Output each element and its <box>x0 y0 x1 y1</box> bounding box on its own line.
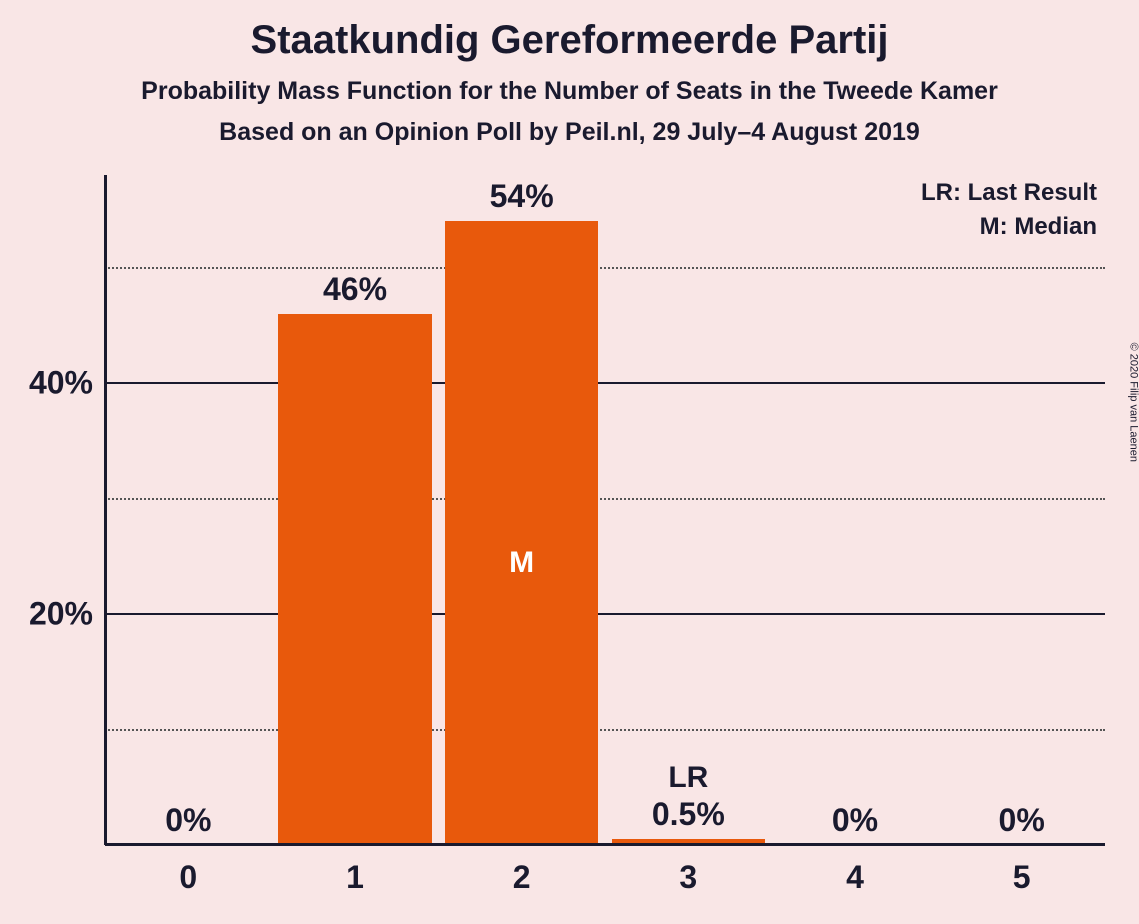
chart-titles: Staatkundig Gereformeerde Partij Probabi… <box>0 18 1139 147</box>
gridline-minor <box>105 729 1105 731</box>
chart-container: © 2020 Filip van Laenen Staatkundig Gere… <box>0 0 1139 924</box>
x-axis-label: 1 <box>346 845 364 896</box>
x-axis-line <box>105 843 1105 846</box>
bar-value-label: 46% <box>323 271 387 314</box>
gridline-major <box>105 613 1105 615</box>
bar-value-label: 0.5% <box>652 796 725 839</box>
legend-lr: LR: Last Result <box>921 179 1097 207</box>
median-marker: M <box>509 546 534 580</box>
legend-m: M: Median <box>921 213 1097 241</box>
x-axis-label: 5 <box>1013 845 1031 896</box>
y-axis-label: 40% <box>29 364 105 401</box>
lr-marker: LR <box>668 761 708 795</box>
x-axis-label: 3 <box>679 845 697 896</box>
plot-area: 20%40%0%046%154%M20.5%LR30%40%5 LR: Last… <box>105 175 1105 845</box>
gridline-minor <box>105 498 1105 500</box>
gridline-major <box>105 382 1105 384</box>
chart-subtitle-1: Probability Mass Function for the Number… <box>0 77 1139 106</box>
bar-value-label: 0% <box>165 802 211 845</box>
chart-subtitle-2: Based on an Opinion Poll by Peil.nl, 29 … <box>0 118 1139 147</box>
bar-value-label: 54% <box>490 178 554 221</box>
y-axis-line <box>104 175 107 845</box>
gridline-minor <box>105 267 1105 269</box>
bar <box>445 221 598 845</box>
x-axis-label: 2 <box>513 845 531 896</box>
y-axis-label: 20% <box>29 595 105 632</box>
chart-title: Staatkundig Gereformeerde Partij <box>0 18 1139 63</box>
x-axis-label: 0 <box>179 845 197 896</box>
bar-value-label: 0% <box>999 802 1045 845</box>
x-axis-label: 4 <box>846 845 864 896</box>
legend: LR: Last Result M: Median <box>921 179 1097 247</box>
bar-value-label: 0% <box>832 802 878 845</box>
bar <box>278 314 431 845</box>
copyright-text: © 2020 Filip van Laenen <box>1127 343 1139 462</box>
